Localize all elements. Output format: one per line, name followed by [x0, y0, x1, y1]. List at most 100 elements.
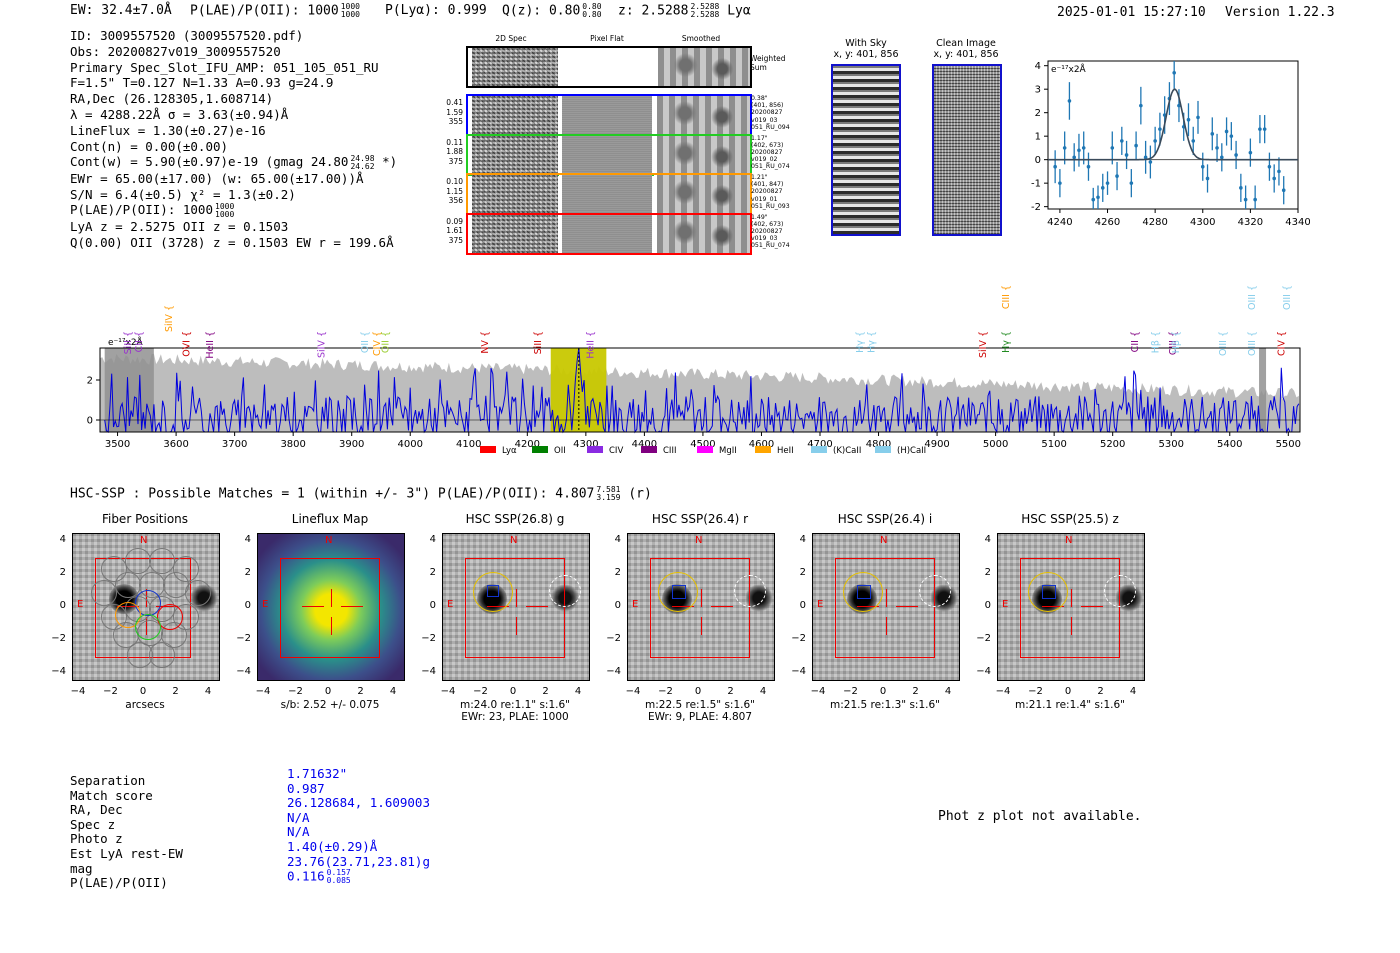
row-meta: 1.21" (401, 847) 20200827 v019_01 051_RU_093: [751, 174, 790, 210]
row-meta-line: (402, 673): [751, 220, 784, 228]
spectrum-x-tick-label: 4600: [749, 439, 774, 450]
east-label: E: [1002, 599, 1009, 610]
row-meta: 1.49" (402, 673) 20200827 v019_03 051_RU_074: [751, 214, 790, 250]
zoom-data-point: [1172, 70, 1176, 75]
cutout-caption: m:22.5 re:1.5" s:1.6": [645, 699, 755, 711]
info-sn: S/N = 6.4(±0.5) χ² = 1.3(±0.2): [70, 186, 296, 202]
zoom-data-point: [1062, 146, 1067, 150]
hsc-lo: 3.159: [596, 493, 621, 502]
cutout-y-tick: −4: [791, 666, 806, 677]
weighted-smooth-thumb: [658, 48, 750, 86]
info-lya-z: LyA z = 2.5275 OII z = 0.1503: [70, 218, 289, 234]
match-labels: Separation Match score RA, Dec Spec z Photo …: [70, 773, 183, 891]
row-divider: [559, 96, 562, 134]
row-meta-line: (402, 673): [751, 141, 784, 149]
row-stat: 375: [448, 156, 463, 166]
row-stat: 0.10: [446, 177, 463, 186]
spectrum-x-tick-label: 5500: [1276, 439, 1301, 450]
crosshair: [302, 606, 324, 608]
match-ellipse: [658, 572, 698, 612]
cutout-x-tick: −2: [843, 686, 858, 697]
cutout-x-tick: 4: [204, 686, 212, 697]
row-stat: 1.59: [446, 107, 463, 117]
zoom-y-tick-label: 1: [1035, 132, 1041, 143]
crosshair: [526, 606, 548, 608]
crosshair: [886, 617, 888, 635]
match-label: Photo z: [70, 831, 123, 847]
cutout-image: [442, 533, 590, 681]
zoom-data-point: [1253, 197, 1257, 202]
match-value-text: 26.128684, 1.609003: [287, 795, 430, 811]
row-meta-line: 20200827: [751, 188, 783, 196]
spectral-line-label: OIII {: [1247, 331, 1258, 356]
header-z-lo: 2.5288: [690, 10, 720, 19]
north-label: N: [325, 535, 333, 546]
spectral-line-label: OII {: [381, 331, 392, 353]
match-value-text: 1.40(±0.29)Å: [287, 838, 378, 854]
spectrum-y-tick-label: 0: [87, 416, 93, 427]
cutout-y-tick: 0: [429, 600, 436, 611]
cutout-y-tick: 0: [984, 600, 991, 611]
row-meta-line: v019_01: [751, 195, 778, 203]
legend-label: MgII: [719, 446, 737, 456]
zoom-x-tick-label: 4280: [1142, 217, 1167, 228]
spectral-line-label: Hβ {: [1150, 331, 1161, 353]
row-stat: 375: [448, 235, 463, 245]
row-stats: 0.11 1.88 375: [440, 138, 463, 167]
legend-label: CIII: [663, 446, 676, 456]
spectrum-x-tick-label: 5200: [1100, 439, 1125, 450]
zoom-ylabel: e⁻¹⁷x2Å: [1051, 63, 1087, 75]
zoom-data-point: [1210, 132, 1215, 136]
east-label: E: [77, 599, 84, 610]
spectrum-x-tick-label: 4000: [398, 439, 423, 450]
cutout-caption: m:24.0 re:1.1" s:1.6": [460, 699, 570, 711]
crosshair: [711, 606, 733, 608]
legend-swatch: [641, 446, 657, 453]
cutout-x-tick: 4: [389, 686, 397, 697]
spectrum-x-tick-label: 4800: [866, 439, 891, 450]
neighbor-ellipse: [734, 575, 766, 607]
info-lambda: λ = 4288.22Å σ = 3.63(±0.94)Å: [70, 106, 289, 122]
crosshair: [896, 606, 918, 608]
header-ew: EW: 32.4±7.0Å: [70, 3, 172, 18]
cutout-caption-2: EWr: 23, PLAE: 1000: [461, 711, 569, 723]
header-qz-hi: 0.80: [582, 2, 602, 11]
aperture-box: [650, 558, 750, 658]
masked-region: [1259, 348, 1267, 432]
cutout-x-tick: −4: [440, 686, 456, 697]
zoom-data-point: [1267, 164, 1272, 169]
zoom-data-point: [1215, 146, 1219, 150]
zoom-data-point: [1100, 186, 1105, 190]
spectral-line-label: Hγ {: [855, 331, 866, 353]
legend-swatch: [875, 446, 891, 453]
with-sky-title-text: With Sky: [845, 38, 887, 49]
zoom-data-point: [1153, 139, 1157, 143]
zoom-data-point: [1086, 164, 1091, 169]
zoom-data-point: [1205, 176, 1210, 181]
cutout-y-tick: 4: [59, 534, 66, 545]
crosshair: [701, 589, 703, 607]
cutout-x-tick: −2: [473, 686, 488, 697]
cutout-y-tick: 0: [614, 600, 621, 611]
legend-swatch: [811, 446, 827, 453]
cutout-image: [72, 533, 220, 681]
match-value: 0.116 0.157 0.085: [287, 869, 430, 885]
match-value: 1.71632": [287, 766, 430, 782]
zoom-data-point: [1105, 181, 1110, 185]
zoom-x-tick-label: 4340: [1285, 217, 1310, 228]
row-meta-line: 1.21": [751, 174, 768, 181]
spectrum-x-tick-label: 5100: [1041, 439, 1066, 450]
spectral-line-label: CIII {: [1168, 331, 1179, 355]
match-label: RA, Dec: [70, 802, 123, 818]
header-qz: Q(z): 0.80 0.80 0.80: [502, 3, 602, 19]
header-qz-label: Q(z): 0.80: [502, 3, 581, 19]
row-stat: 356: [448, 196, 463, 205]
info-obs: Obs: 20200827v019_3009557520: [70, 43, 281, 59]
row-2d-thumb: [472, 175, 558, 213]
match-value-text: 23.76(23.71,23.81)g: [287, 853, 430, 869]
spectral-line-label: Hγ {: [867, 331, 878, 353]
row-meta-line: 051_RU_074: [751, 163, 790, 171]
row-flat-thumb: [562, 214, 652, 253]
spectrum-x-tick-label: 4900: [924, 439, 949, 450]
zoom-data-point: [1110, 146, 1115, 150]
